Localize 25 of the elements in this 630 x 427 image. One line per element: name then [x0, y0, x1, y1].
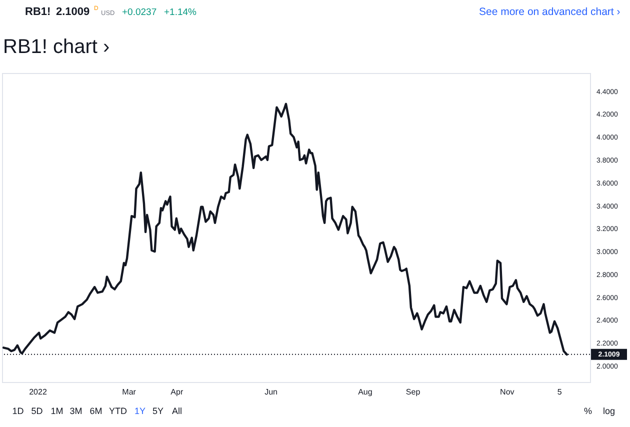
text: +0.0237: [122, 7, 157, 18]
text: +1.14%: [164, 7, 198, 18]
x-tick-label: Nov: [500, 388, 514, 396]
text: 2.1009: [56, 6, 90, 18]
text: All: [172, 406, 182, 416]
chart-title: RB1! chart ›: [3, 36, 110, 58]
text: 1Y: [134, 406, 146, 416]
x-tick-label: Jun: [264, 388, 278, 396]
text: 5D: [31, 406, 44, 416]
text: 1M: [50, 406, 64, 416]
text: 6M: [90, 406, 102, 416]
text: RB1!: [25, 6, 51, 18]
text: log: [602, 406, 616, 416]
text: See more on advanced chart ›: [479, 6, 621, 18]
x-tick-label: Apr: [170, 388, 184, 396]
x-tick-label: 2022: [29, 388, 48, 396]
text: 5Y: [152, 406, 164, 416]
text: 3M: [70, 406, 82, 416]
x-tick-label: Aug: [358, 388, 372, 396]
x-tick-label: Sep: [406, 388, 421, 396]
x-tick-label: Mar: [122, 388, 136, 396]
x-tick-label: 5: [557, 388, 562, 396]
text: YTD: [109, 406, 128, 416]
text: %: [584, 406, 592, 416]
text: 1D: [12, 406, 24, 416]
